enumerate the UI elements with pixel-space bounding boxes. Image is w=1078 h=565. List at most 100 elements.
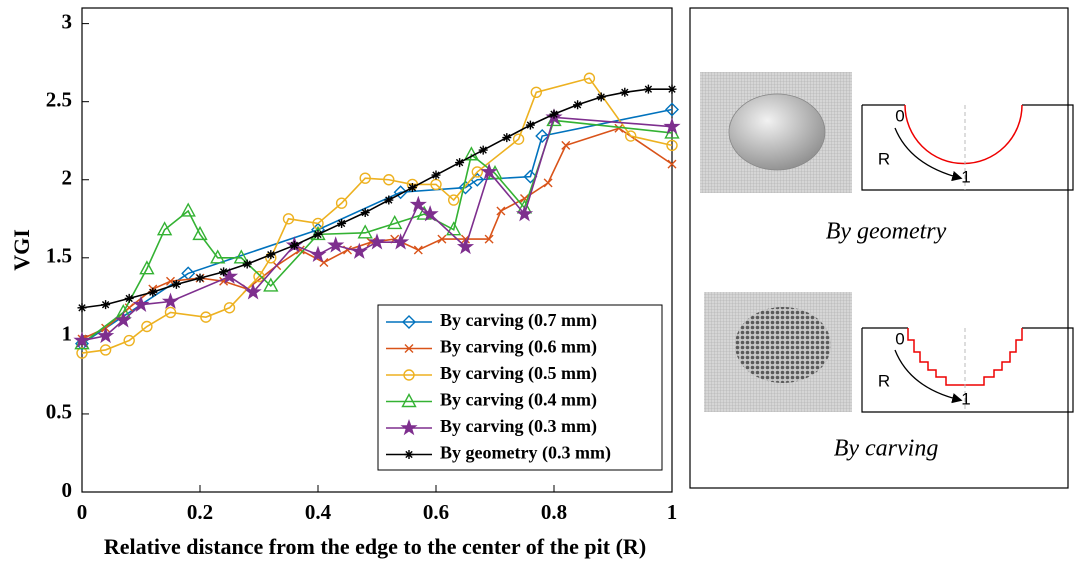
diamond [523, 169, 538, 184]
marker [383, 174, 395, 186]
asterisk [289, 240, 299, 250]
start-label: 0 [895, 106, 904, 125]
caption: By carving [834, 436, 939, 462]
star [350, 242, 368, 259]
marker [161, 292, 180, 309]
marker [535, 129, 550, 144]
marker [350, 242, 368, 259]
asterisk [219, 267, 229, 277]
star [132, 295, 150, 312]
legend-label: By carving (0.6 mm) [440, 337, 597, 358]
marker [180, 202, 196, 217]
circle [200, 311, 212, 323]
marker [384, 195, 394, 205]
marker [141, 320, 153, 333]
marker [484, 234, 494, 244]
legend-label: By carving (0.5 mm) [440, 363, 597, 384]
circle [403, 369, 415, 381]
end-label: 1 [961, 167, 970, 186]
plot-frame [81, 7, 673, 493]
marker [625, 130, 637, 142]
marker [114, 311, 132, 328]
marker [437, 234, 447, 244]
marker [561, 140, 571, 150]
marker [667, 84, 677, 94]
radius-label: R [878, 149, 890, 168]
marker [665, 102, 679, 117]
marker [392, 233, 410, 250]
circle [164, 306, 177, 319]
marker [359, 172, 371, 184]
circle [625, 130, 637, 142]
cross [543, 178, 553, 188]
circle [99, 344, 112, 356]
marker [478, 145, 488, 155]
diamond [402, 315, 416, 329]
marker [233, 249, 249, 264]
marker [393, 185, 408, 200]
radius-label: R [878, 371, 890, 390]
triangle [263, 277, 279, 292]
asterisk [266, 250, 276, 260]
circle [335, 197, 348, 209]
marker [337, 218, 347, 228]
triangle [446, 221, 462, 236]
marker [124, 293, 134, 303]
star [456, 237, 475, 255]
asterisk [620, 87, 630, 97]
x-tick-label: 0.6 [423, 500, 449, 524]
asterisk [455, 158, 465, 168]
diamond [665, 102, 679, 117]
marker [139, 260, 155, 275]
asterisk [195, 273, 205, 283]
star [309, 245, 327, 262]
asterisk [596, 92, 606, 102]
y-tick-label: 2 [62, 166, 73, 190]
asterisk [148, 287, 158, 297]
end-label: 1 [961, 389, 970, 408]
y-tick-label: 0 [62, 478, 73, 502]
asterisk [502, 133, 512, 143]
marker [289, 240, 299, 250]
circle [512, 133, 525, 145]
asterisk [478, 145, 488, 155]
triangle [233, 249, 249, 264]
y-tick-label: 1.5 [46, 244, 72, 268]
asterisk [124, 293, 134, 303]
voxel-pit [735, 307, 831, 383]
legend-box [377, 304, 663, 471]
profile-box [861, 327, 1074, 413]
marker [421, 205, 439, 222]
marker [663, 117, 681, 134]
marker [643, 84, 653, 94]
marker [530, 86, 542, 99]
cross [413, 245, 423, 255]
marker [266, 250, 276, 260]
legend-label: By geometry (0.3 mm) [440, 443, 611, 464]
caption: By geometry [826, 219, 947, 245]
star [515, 205, 534, 222]
marker [431, 170, 441, 180]
marker [192, 225, 208, 241]
marker [97, 326, 115, 344]
marker [132, 295, 150, 312]
marker [596, 92, 606, 102]
x-tick-label: 1 [667, 500, 678, 524]
circle [666, 139, 678, 152]
marker [242, 259, 252, 269]
star [114, 311, 132, 328]
marker [73, 331, 91, 348]
marker [77, 303, 87, 313]
marker [480, 162, 498, 180]
circle [383, 174, 395, 186]
marker [471, 166, 483, 178]
asterisk [404, 450, 414, 459]
asterisk [337, 218, 347, 228]
star [409, 195, 427, 213]
x-tick-label: 0.4 [305, 500, 332, 524]
marker [75, 336, 89, 351]
x-tick-label: 0 [77, 500, 88, 524]
marker [101, 300, 111, 310]
series-line [81, 77, 673, 354]
